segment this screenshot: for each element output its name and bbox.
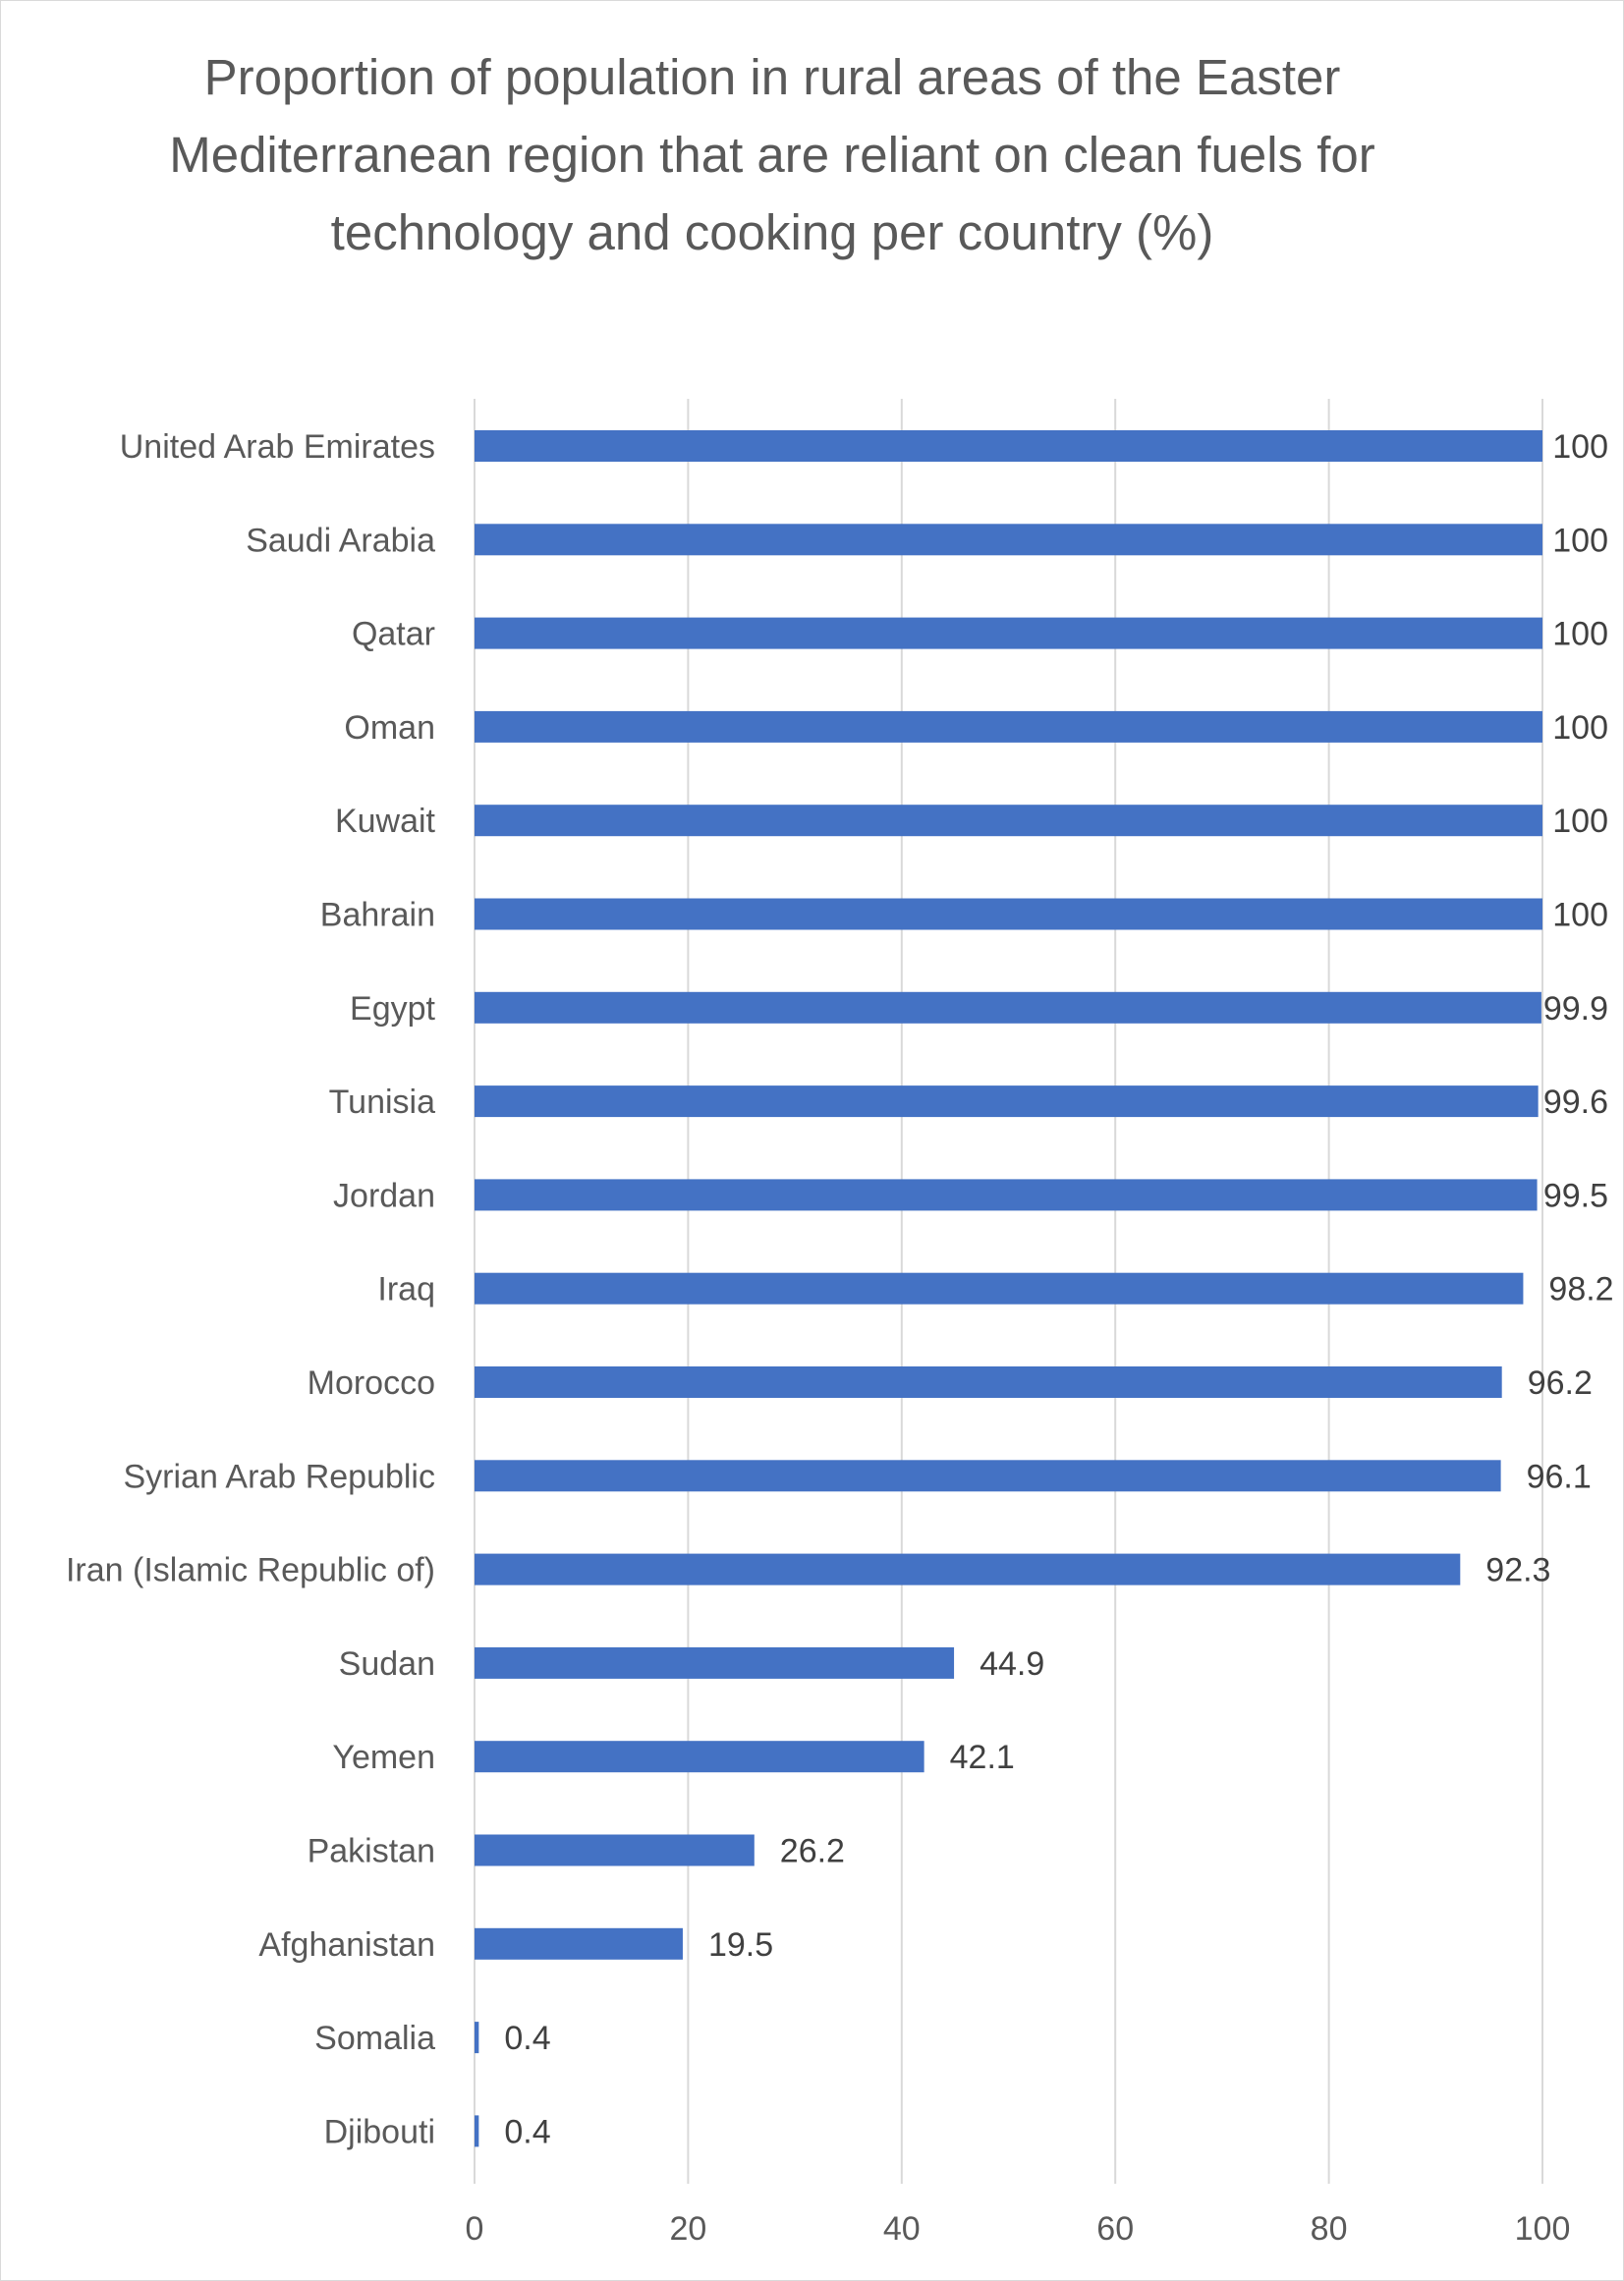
data-label: 99.9 <box>1543 990 1608 1028</box>
data-label: 26.2 <box>780 1833 845 1870</box>
category-label: Sudan <box>339 1645 435 1683</box>
bar <box>475 617 1542 649</box>
bar <box>475 1741 924 1773</box>
category-label: Bahrain <box>320 897 435 934</box>
category-label: Egypt <box>350 990 435 1028</box>
category-label: Djibouti <box>324 2113 435 2150</box>
x-tick-label: 100 <box>1515 2210 1571 2248</box>
data-label: 99.6 <box>1543 1084 1608 1121</box>
category-label: Yemen <box>332 1739 435 1776</box>
data-label: 96.2 <box>1528 1364 1593 1402</box>
data-label: 96.1 <box>1527 1458 1592 1495</box>
data-label: 0.4 <box>504 2020 550 2057</box>
category-label: Pakistan <box>308 1833 435 1870</box>
category-label: Iran (Islamic Republic of) <box>66 1552 435 1589</box>
bar <box>475 2115 479 2147</box>
category-label: Morocco <box>308 1364 435 1402</box>
x-tick-label: 60 <box>1096 2210 1134 2248</box>
category-label: Iraq <box>377 1271 435 1308</box>
data-label: 100 <box>1552 709 1608 747</box>
x-tick-label: 20 <box>669 2210 706 2248</box>
bar <box>475 710 1542 743</box>
category-label: Somalia <box>314 2020 435 2057</box>
data-label: 98.2 <box>1548 1271 1613 1308</box>
bar <box>475 1366 1502 1398</box>
x-tick-label: 0 <box>466 2210 484 2248</box>
bar <box>475 2022 479 2054</box>
data-label: 100 <box>1552 428 1608 466</box>
bar <box>475 1834 755 1866</box>
bar <box>475 1085 1539 1118</box>
bar <box>475 1646 955 1679</box>
category-label: Kuwait <box>335 803 436 840</box>
data-label: 92.3 <box>1485 1552 1550 1589</box>
category-label: United Arab Emirates <box>120 428 435 466</box>
bar <box>475 991 1541 1024</box>
chart-title: Proportion of population in rural areas … <box>169 49 1375 260</box>
data-label: 19.5 <box>708 1926 773 1964</box>
bar <box>475 1179 1538 1211</box>
bar <box>475 1553 1461 1586</box>
data-label: 100 <box>1552 897 1608 934</box>
data-label: 42.1 <box>950 1739 1015 1776</box>
data-label: 100 <box>1552 803 1608 840</box>
data-label: 44.9 <box>980 1645 1044 1683</box>
category-label: Afghanistan <box>258 1926 435 1964</box>
bars <box>475 430 1542 2147</box>
bar <box>475 430 1542 462</box>
data-label: 100 <box>1552 616 1608 653</box>
category-label: Oman <box>344 709 435 747</box>
bar <box>475 1927 683 1960</box>
category-label: Tunisia <box>329 1084 435 1121</box>
bar <box>475 898 1542 930</box>
bar <box>475 805 1542 837</box>
bar <box>475 1460 1501 1492</box>
data-label: 100 <box>1552 522 1608 559</box>
category-label: Syrian Arab Republic <box>123 1458 435 1495</box>
x-tick-label: 40 <box>883 2210 921 2248</box>
category-label: Jordan <box>333 1177 435 1214</box>
x-tick-label: 80 <box>1311 2210 1348 2248</box>
category-label: Saudi Arabia <box>246 522 435 559</box>
data-label: 0.4 <box>504 2113 550 2150</box>
bar <box>475 524 1542 556</box>
bar <box>475 1272 1524 1305</box>
data-label: 99.5 <box>1543 1177 1608 1214</box>
labels: 0 20 40 60 80 100 United Arab Emirates 100 Saudi… <box>66 428 1614 2248</box>
category-label: Qatar <box>352 616 435 653</box>
